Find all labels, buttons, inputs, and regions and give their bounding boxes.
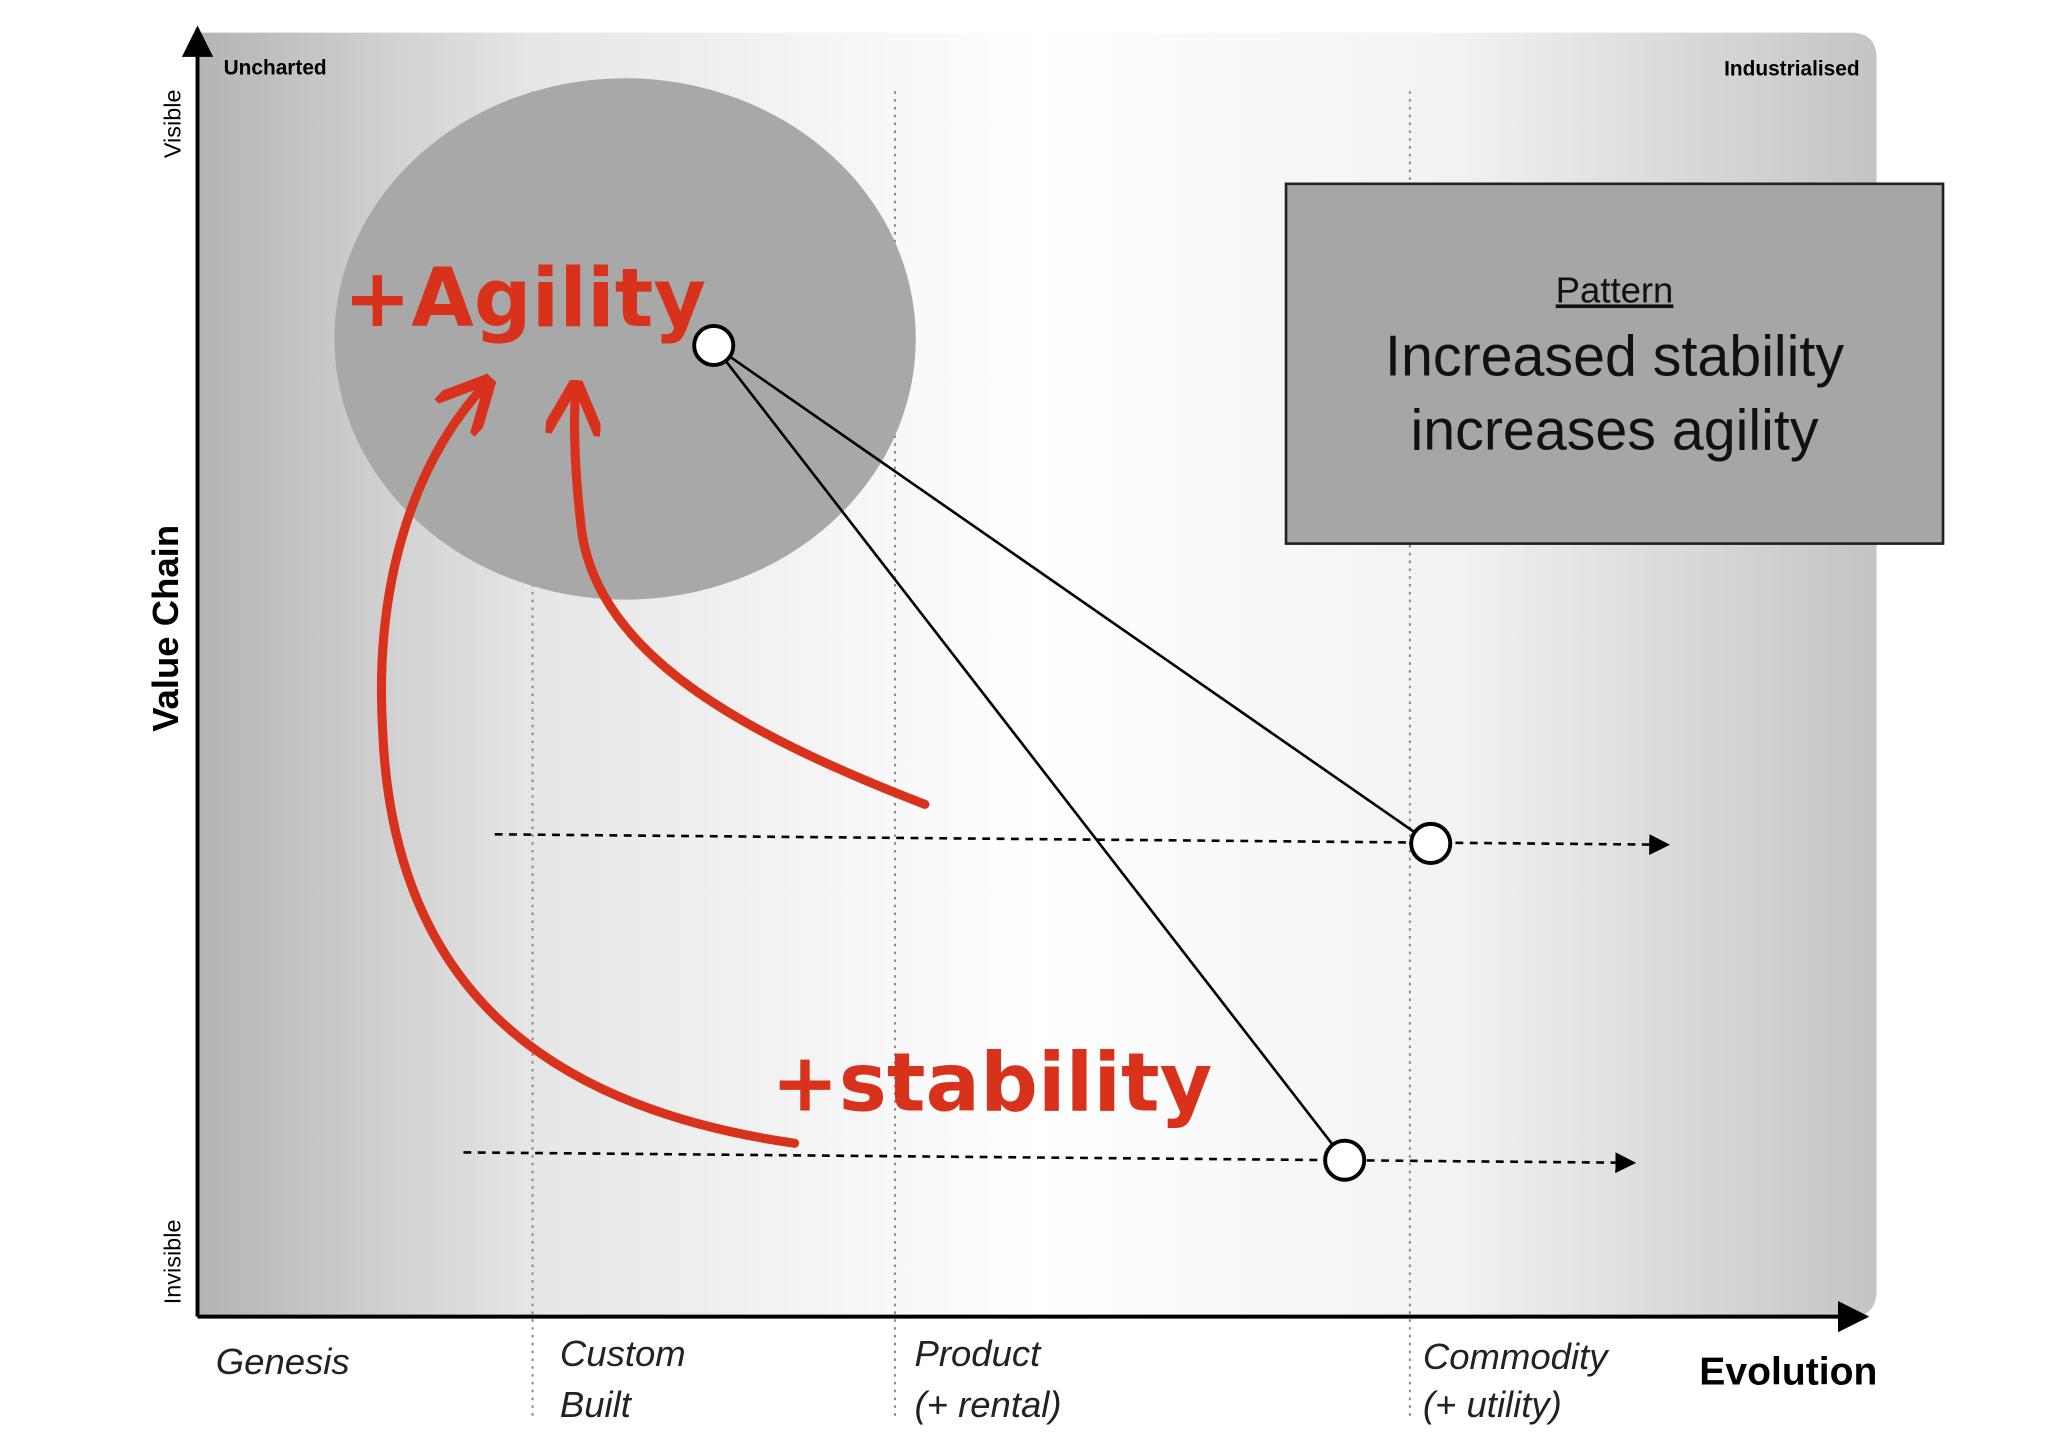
y-bottom-label: Invisible: [160, 1220, 186, 1305]
stage-label: (+ rental): [914, 1384, 1061, 1425]
pattern-heading: Pattern: [1556, 269, 1674, 310]
top-left-label: Uncharted: [224, 56, 327, 79]
agility-label: +Agility: [344, 252, 707, 346]
component-node: [692, 323, 736, 367]
x-axis-label: Evolution: [1699, 1350, 1877, 1393]
y-axis-label: Value Chain: [145, 525, 186, 732]
red-arrow: [575, 391, 930, 809]
stage-label: Commodity: [1423, 1336, 1610, 1377]
component-node: [1409, 821, 1453, 865]
pattern-line: increases agility: [1411, 399, 1819, 463]
stage-label: Product: [914, 1333, 1042, 1374]
dependency-line: [712, 344, 1432, 845]
stage-label: Genesis: [216, 1341, 350, 1382]
stage-label: Built: [560, 1384, 633, 1425]
stage-label: Custom: [560, 1333, 686, 1374]
top-right-label: Industrialised: [1724, 58, 1860, 81]
y-top-label: Visible: [160, 90, 186, 159]
evolution-arrow: [463, 1151, 1637, 1174]
component-node: [1323, 1138, 1367, 1182]
stability-label: +stability: [771, 1037, 1212, 1131]
evolution-arrow: [494, 833, 1671, 855]
dependency-line: [712, 344, 1346, 1162]
red-arrow: [376, 386, 800, 1148]
agility-area: [334, 78, 916, 600]
pattern-line: Increased stability: [1385, 324, 1844, 388]
stage-label: (+ utility): [1423, 1384, 1562, 1425]
pattern-box: [1284, 182, 1945, 545]
